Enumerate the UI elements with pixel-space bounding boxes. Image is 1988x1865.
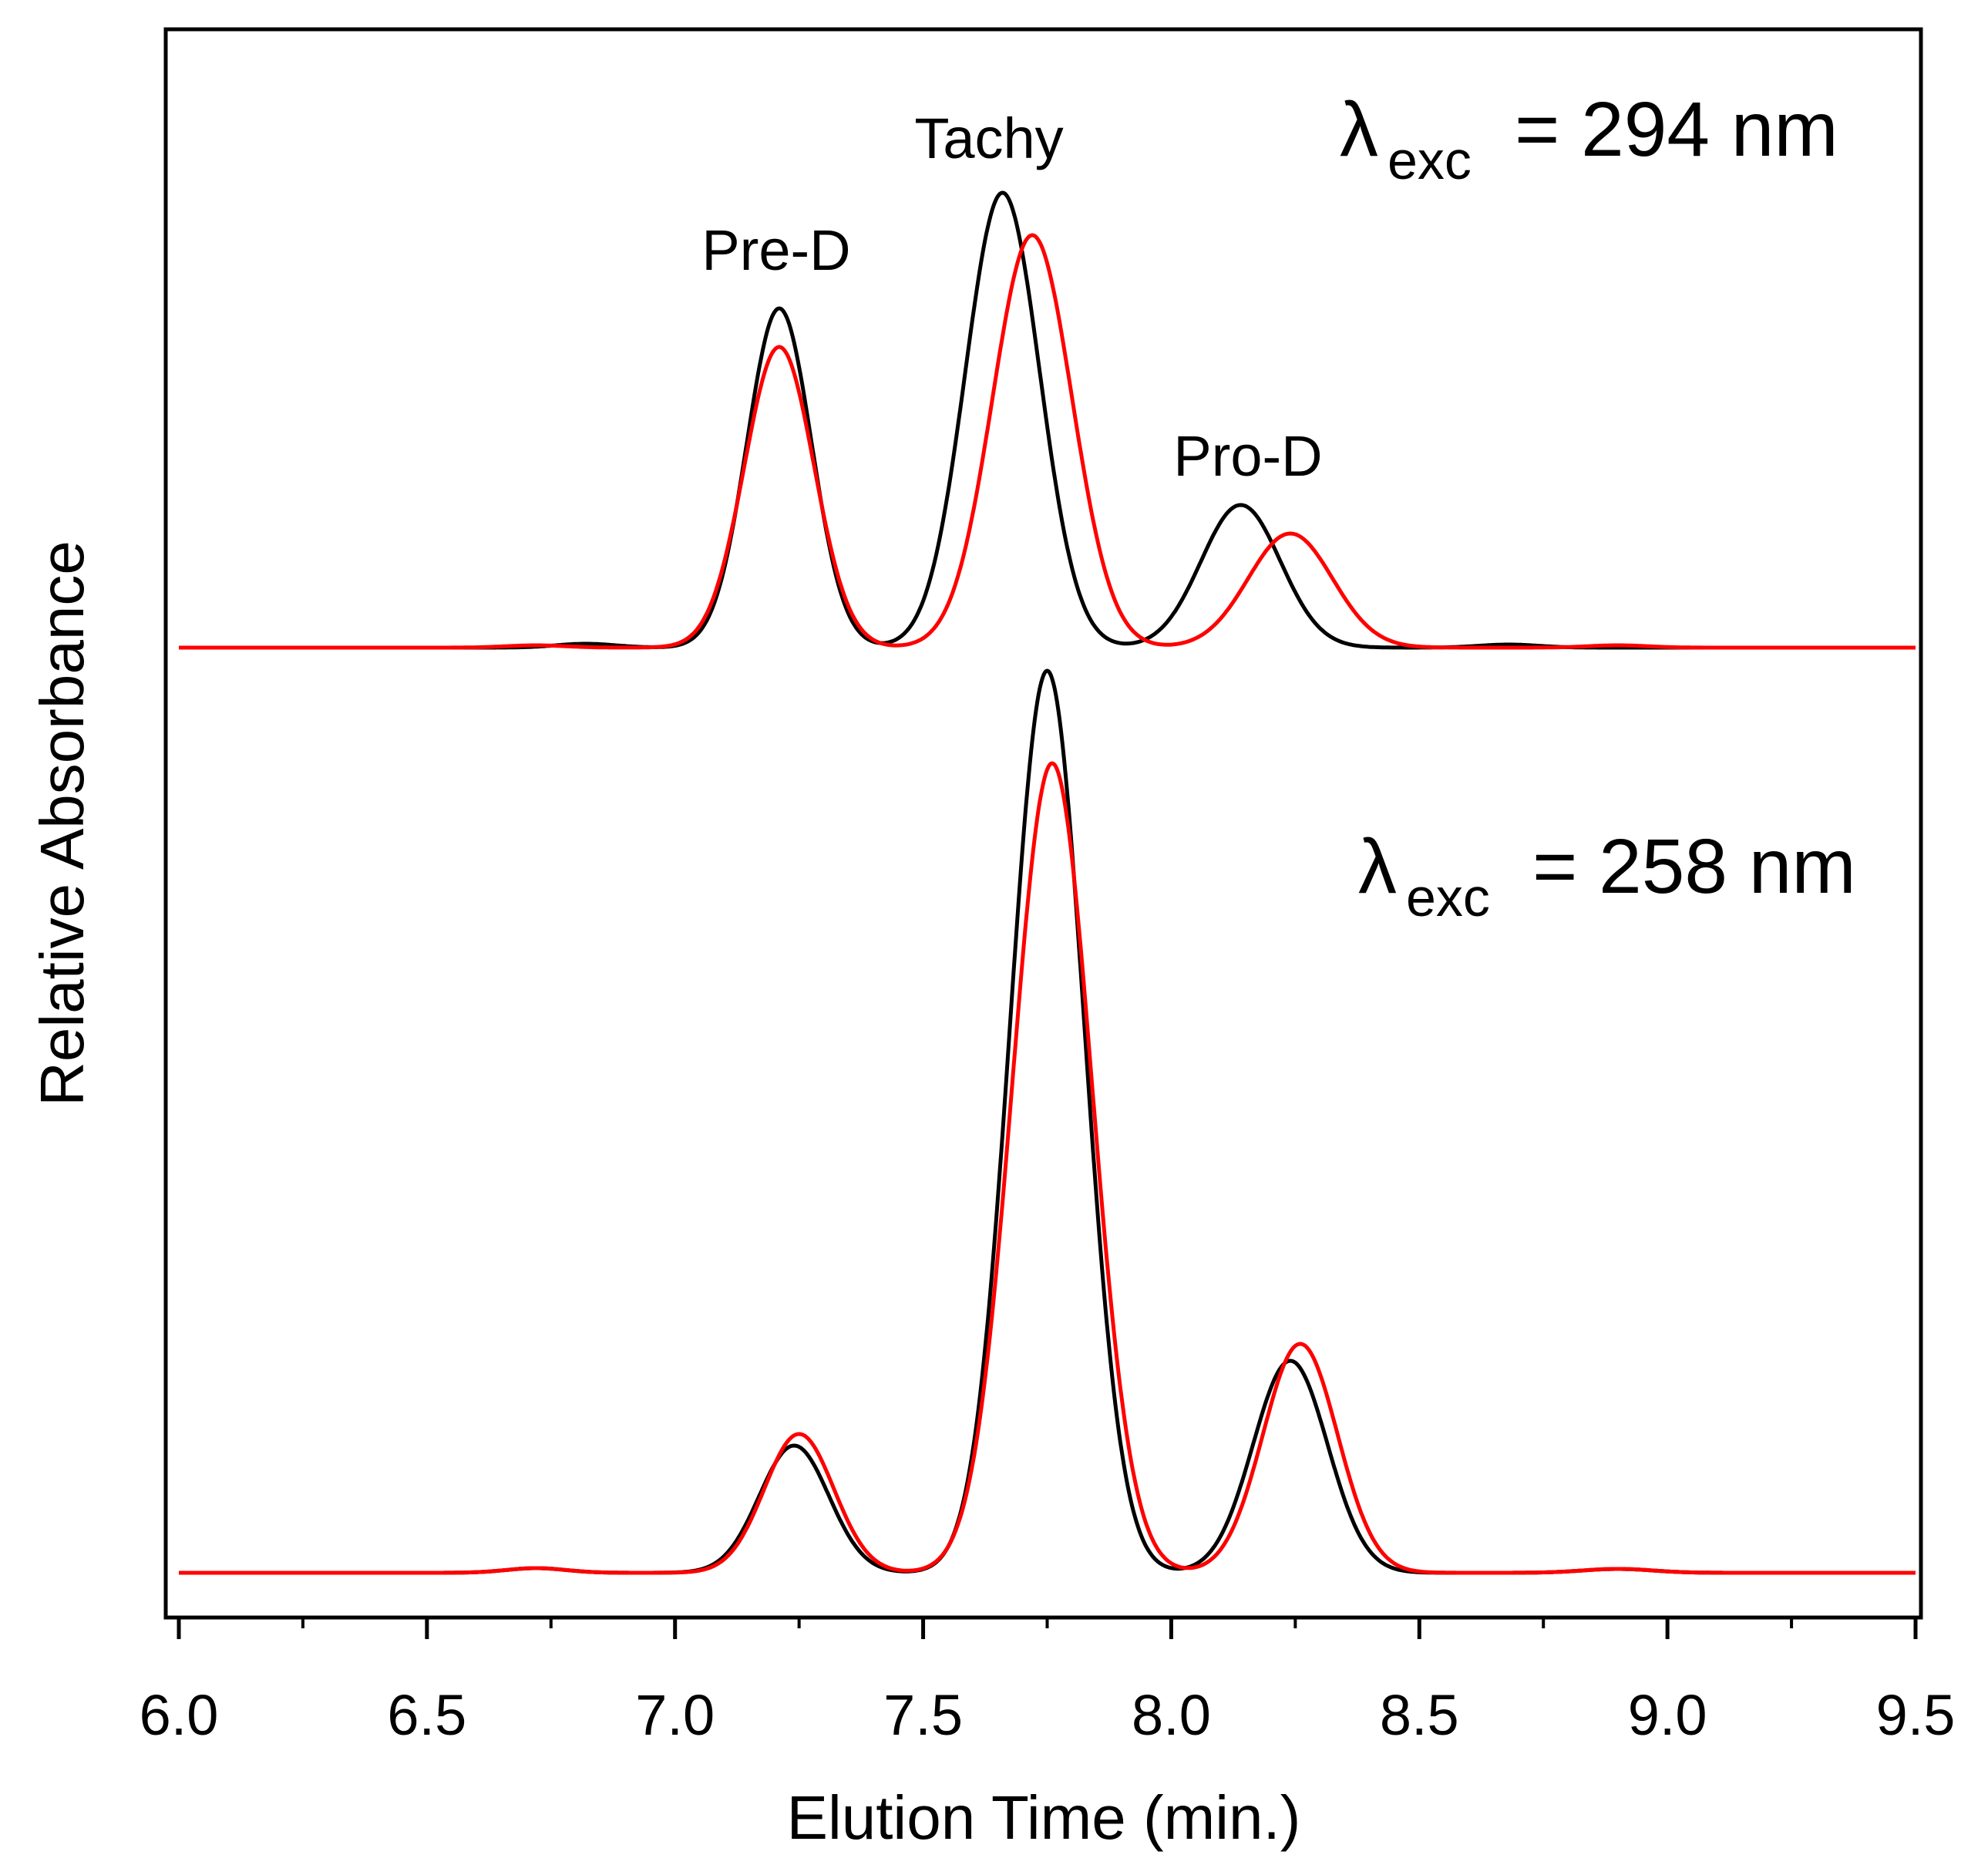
plot-frame bbox=[163, 27, 1923, 1620]
wavelength-value: = 258 nm bbox=[1532, 823, 1856, 910]
x-axis-title: Elution Time (min.) bbox=[787, 1783, 1301, 1852]
x-tick-label: 7.0 bbox=[635, 1683, 715, 1747]
annotation-294nm: λ exc = 294 nm bbox=[1340, 86, 1838, 190]
peak-label-tachy: Tachy bbox=[914, 106, 1063, 170]
wavelength-value: = 294 nm bbox=[1515, 86, 1838, 173]
lambda-symbol: λ bbox=[1358, 823, 1397, 910]
peak-label-pre-d: Pre-D bbox=[701, 218, 850, 282]
x-tick-label: 8.5 bbox=[1380, 1683, 1459, 1747]
annotation-258nm: λ exc = 258 nm bbox=[1358, 823, 1856, 927]
x-tick-label: 8.0 bbox=[1132, 1683, 1211, 1747]
lambda-subscript: exc bbox=[1406, 867, 1490, 927]
bottom-trace-red bbox=[178, 761, 1916, 1575]
y-axis-title: Relative Absorbance bbox=[28, 540, 96, 1106]
x-tick-label: 7.5 bbox=[883, 1683, 963, 1747]
x-tick-label: 9.0 bbox=[1628, 1683, 1707, 1747]
lambda-subscript: exc bbox=[1388, 130, 1472, 190]
x-tick-label: 9.5 bbox=[1876, 1683, 1956, 1747]
lambda-symbol: λ bbox=[1340, 86, 1378, 173]
x-tick-label: 6.5 bbox=[387, 1683, 466, 1747]
x-axis-ticks: 6.0 6.5 7.0 7.5 8.0 8.5 9.0 9.5 bbox=[140, 1618, 1956, 1747]
top-trace-red bbox=[178, 233, 1916, 650]
peak-label-pro-d: Pro-D bbox=[1173, 424, 1322, 488]
bottom-trace-black bbox=[178, 668, 1916, 1575]
traces-group bbox=[178, 190, 1916, 1575]
x-tick-label: 6.0 bbox=[140, 1683, 219, 1747]
